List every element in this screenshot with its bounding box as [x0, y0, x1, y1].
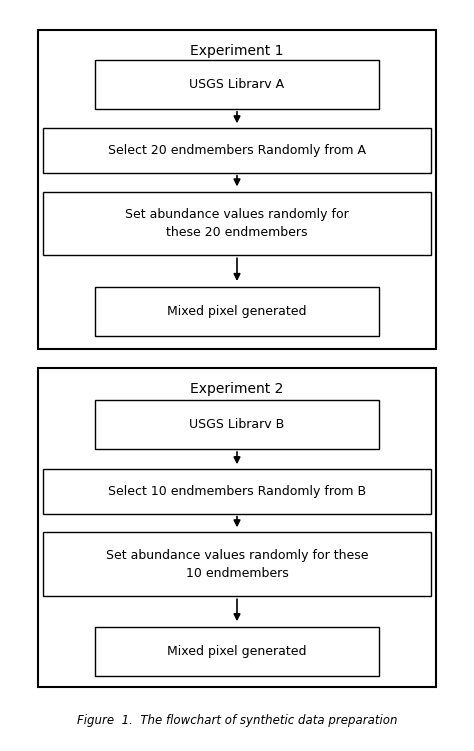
Bar: [95, 400, 379, 449]
Text: Mixed pixel generated: Mixed pixel generated: [167, 645, 307, 658]
Bar: [95, 287, 379, 336]
Bar: [95, 60, 379, 109]
Text: USGS Librarv B: USGS Librarv B: [190, 418, 284, 431]
Text: Mixed pixel generated: Mixed pixel generated: [167, 305, 307, 318]
Bar: [38, 368, 436, 687]
Bar: [43, 532, 431, 596]
Text: Experiment 1: Experiment 1: [190, 44, 284, 58]
Bar: [43, 469, 431, 514]
Bar: [43, 128, 431, 173]
Text: Set abundance values randomly for these
10 endmembers: Set abundance values randomly for these …: [106, 549, 368, 580]
Text: Select 10 endmembers Randomly from B: Select 10 endmembers Randomly from B: [108, 484, 366, 498]
Text: Experiment 2: Experiment 2: [191, 382, 283, 396]
Bar: [38, 30, 436, 349]
Text: Figure  1.  The flowchart of synthetic data preparation: Figure 1. The flowchart of synthetic dat…: [77, 714, 397, 728]
Bar: [43, 192, 431, 255]
Text: Set abundance values randomly for
these 20 endmembers: Set abundance values randomly for these …: [125, 208, 349, 239]
Bar: [95, 627, 379, 676]
Text: USGS Librarv A: USGS Librarv A: [190, 78, 284, 91]
Text: Select 20 endmembers Randomly from A: Select 20 endmembers Randomly from A: [108, 143, 366, 157]
